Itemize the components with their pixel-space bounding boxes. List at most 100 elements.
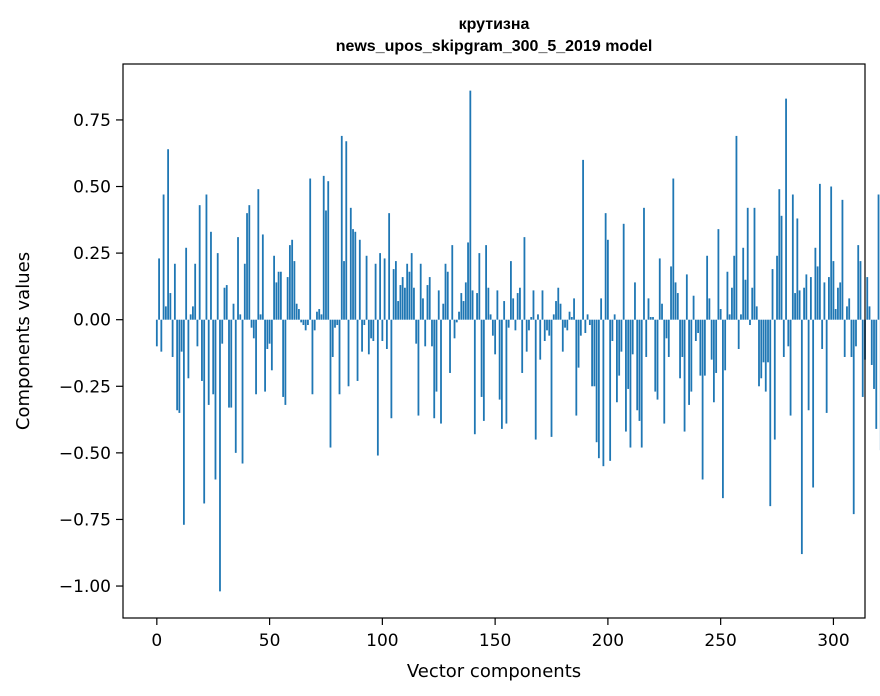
bar (561, 319, 564, 352)
bar (478, 253, 481, 320)
bar (503, 301, 506, 320)
bar (760, 319, 763, 379)
bar (764, 319, 767, 392)
bar (309, 178, 312, 320)
bar (358, 239, 361, 320)
bar (489, 314, 492, 320)
bar (228, 319, 230, 408)
bar (534, 319, 537, 440)
bar (722, 319, 724, 499)
bar (288, 245, 291, 320)
bar (586, 314, 589, 320)
bar (740, 314, 742, 320)
bar (180, 319, 183, 352)
bar (257, 189, 260, 320)
bar (234, 319, 237, 453)
bar (279, 271, 282, 320)
bar (207, 319, 210, 405)
bar (422, 298, 424, 320)
bar (825, 319, 828, 413)
x-tick-label: 0 (151, 631, 162, 651)
bar (798, 290, 801, 320)
x-tick-label: 250 (704, 631, 736, 651)
bar (437, 290, 440, 320)
bar (214, 319, 217, 480)
bar (681, 319, 684, 357)
bar (746, 207, 749, 320)
bar (237, 237, 239, 320)
bar (259, 314, 262, 320)
bar (828, 277, 830, 320)
bar (370, 319, 372, 339)
bar (638, 319, 641, 421)
bar (252, 319, 255, 339)
bar (313, 319, 316, 331)
bar (453, 319, 456, 339)
bar (435, 319, 438, 392)
bar (715, 319, 718, 373)
bar (173, 263, 176, 320)
bar (753, 207, 756, 320)
bar (225, 285, 228, 320)
bar (848, 298, 851, 320)
bar (528, 319, 530, 331)
bar (823, 282, 826, 320)
y-tick-label: 0.00 (73, 311, 111, 331)
bar (751, 287, 754, 320)
bar (383, 258, 386, 320)
bar (300, 319, 303, 323)
bar (710, 319, 713, 360)
bar (376, 319, 379, 456)
bar (286, 277, 289, 320)
bar (613, 314, 616, 320)
bar (379, 253, 381, 320)
bar (789, 319, 792, 416)
bar (785, 98, 787, 320)
bar (654, 319, 657, 392)
bar (473, 319, 476, 435)
bar (295, 303, 298, 320)
bar (417, 319, 420, 416)
bar (841, 199, 844, 320)
bar (458, 311, 460, 320)
bar (216, 253, 219, 320)
bar (658, 258, 661, 320)
bar (275, 282, 278, 320)
bar (336, 319, 339, 326)
bar (232, 303, 235, 320)
y-tick-label: −0.25 (59, 377, 111, 397)
bar (852, 319, 855, 515)
chart-title-line1: крутизна (459, 16, 530, 33)
bar (512, 298, 515, 320)
y-tick-label: 0.50 (73, 178, 111, 198)
bar (832, 261, 835, 320)
bar (588, 319, 591, 326)
bar (390, 319, 393, 419)
bar (521, 319, 524, 373)
bar (327, 181, 330, 320)
bar (185, 247, 188, 320)
bar (338, 319, 341, 395)
bar (496, 290, 499, 320)
bar (343, 261, 345, 320)
bar (530, 317, 533, 320)
y-tick-label: 0.25 (73, 244, 111, 264)
bar (298, 309, 300, 320)
bar (782, 319, 785, 357)
bar (855, 319, 857, 347)
bar (374, 263, 377, 320)
bar (282, 319, 285, 397)
x-tick-label: 50 (259, 631, 281, 651)
bar (697, 319, 699, 334)
bar (548, 319, 551, 336)
bar (555, 301, 557, 320)
bar (778, 189, 781, 320)
bar (875, 319, 878, 429)
bar (352, 229, 354, 320)
bar (394, 261, 397, 320)
bar (442, 303, 445, 320)
bar (609, 319, 612, 461)
bar (618, 319, 621, 376)
bar (683, 319, 686, 432)
x-tick-label: 150 (479, 631, 511, 651)
